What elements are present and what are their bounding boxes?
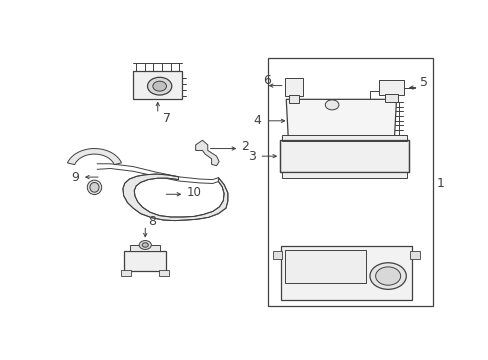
Circle shape	[147, 77, 171, 95]
Bar	[282, 172, 407, 178]
Circle shape	[375, 267, 400, 285]
Bar	[288, 95, 299, 103]
Text: 4: 4	[253, 114, 261, 127]
Circle shape	[369, 263, 406, 289]
Polygon shape	[122, 174, 227, 221]
Bar	[280, 246, 411, 300]
Bar	[272, 251, 282, 260]
Bar	[280, 140, 408, 172]
Text: 1: 1	[435, 177, 443, 190]
Circle shape	[325, 100, 338, 110]
Bar	[130, 245, 160, 251]
Text: 5: 5	[420, 76, 427, 89]
Bar	[284, 250, 365, 283]
Text: 8: 8	[148, 215, 156, 228]
Bar	[158, 270, 169, 276]
Bar	[284, 78, 302, 96]
Bar	[124, 251, 166, 270]
Ellipse shape	[87, 180, 102, 194]
Polygon shape	[195, 140, 219, 166]
Bar	[282, 135, 407, 141]
Polygon shape	[285, 99, 396, 142]
Circle shape	[153, 81, 166, 91]
Bar	[409, 251, 420, 260]
Text: 7: 7	[163, 112, 171, 125]
Ellipse shape	[90, 183, 99, 192]
Circle shape	[139, 240, 151, 249]
Text: 3: 3	[247, 150, 255, 163]
Bar	[133, 71, 182, 99]
Polygon shape	[67, 149, 121, 165]
Bar	[280, 140, 408, 172]
Text: 10: 10	[186, 186, 202, 199]
Bar	[379, 80, 403, 95]
Text: 6: 6	[263, 74, 271, 87]
Circle shape	[142, 243, 148, 247]
Bar	[121, 270, 131, 276]
Text: 2: 2	[241, 140, 248, 153]
Bar	[385, 94, 398, 102]
Bar	[267, 58, 431, 306]
Text: 9: 9	[71, 171, 79, 184]
